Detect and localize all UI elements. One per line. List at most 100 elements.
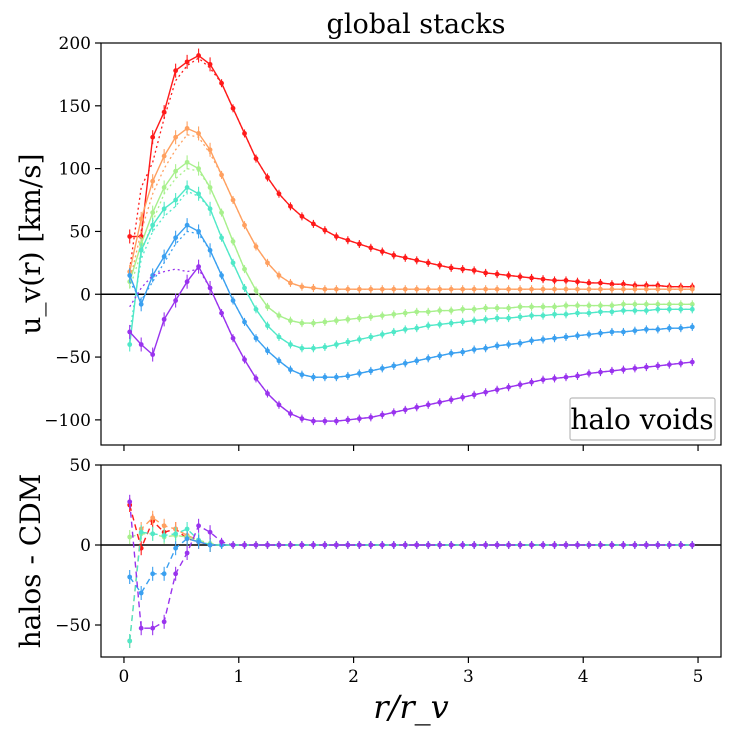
top-point-blue (414, 358, 420, 364)
bottom-point-purple (448, 542, 454, 548)
top-point-blue (586, 332, 592, 337)
top-point-red (391, 252, 397, 258)
top-point-green (184, 159, 190, 165)
top-point-cyan (311, 345, 316, 351)
top-point-green (563, 303, 569, 308)
top-point-cyan (368, 334, 374, 340)
top-point-green (460, 306, 466, 312)
top-point-red (230, 105, 236, 111)
top-point-green (322, 319, 328, 325)
top-point-green (655, 301, 661, 307)
top-series-orange (129, 127, 693, 290)
top-point-orange (311, 285, 316, 291)
top-point-blue (356, 370, 362, 376)
bottom-point-cyan (173, 531, 179, 537)
top-point-blue (127, 273, 133, 278)
bottom-point-purple (563, 542, 569, 548)
top-point-green (643, 301, 649, 307)
top-point-purple (494, 387, 500, 393)
top-series-purple-dotted (129, 268, 693, 422)
top-y-tick-label: 50 (69, 222, 91, 242)
annotation-text: halo voids (570, 403, 713, 436)
bottom-plot-frame (100, 464, 722, 658)
top-point-orange (356, 286, 362, 292)
top-point-red (253, 156, 259, 161)
top-point-cyan (150, 222, 156, 228)
top-point-cyan (333, 342, 339, 347)
bottom-point-purple (265, 542, 270, 548)
bottom-point-cyan (138, 529, 144, 535)
top-point-orange (425, 286, 431, 292)
top-point-blue (230, 298, 236, 303)
top-point-cyan (230, 260, 236, 266)
top-point-green (517, 304, 523, 310)
top-point-orange (184, 126, 190, 131)
top-point-blue (368, 368, 374, 374)
top-point-purple (379, 412, 385, 418)
bottom-point-purple (575, 542, 580, 548)
top-point-orange (437, 286, 443, 292)
bottom-x-tick-label: 4 (578, 667, 589, 687)
top-point-cyan (655, 306, 661, 312)
top-point-orange (230, 197, 236, 203)
bottom-x-tick-label: 3 (463, 667, 474, 687)
bottom-point-orange (150, 515, 156, 521)
bottom-series-group (127, 494, 695, 648)
top-point-purple (345, 417, 351, 423)
top-point-blue (150, 273, 156, 278)
bottom-point-purple (368, 542, 374, 548)
bottom-point-purple (609, 542, 615, 548)
top-point-blue (138, 301, 144, 307)
bottom-point-purple (425, 542, 431, 548)
top-x-ticks (123, 445, 699, 451)
top-point-red (598, 280, 603, 286)
bottom-point-purple (471, 542, 477, 548)
top-point-purple (276, 402, 282, 408)
top-point-cyan (161, 206, 167, 212)
top-point-red (173, 68, 179, 74)
top-point-orange (460, 286, 466, 292)
top-point-blue (299, 372, 305, 378)
top-point-cyan (127, 342, 133, 347)
top-point-cyan (196, 191, 201, 197)
top-point-red (586, 280, 592, 286)
top-point-purple (425, 402, 431, 408)
top-y-tick-label: −50 (55, 348, 91, 368)
top-point-red (207, 61, 213, 67)
top-point-blue (621, 329, 626, 335)
top-point-red (540, 276, 546, 282)
bottom-point-green (127, 534, 133, 540)
top-point-cyan (265, 323, 270, 329)
top-point-red (311, 221, 316, 227)
bottom-point-blue (196, 539, 201, 545)
top-point-red (150, 134, 156, 140)
top-point-green (506, 305, 511, 311)
top-point-orange (678, 286, 684, 292)
top-point-blue (437, 353, 443, 359)
top-point-orange (391, 286, 397, 292)
top-point-blue (666, 325, 672, 331)
top-point-orange (402, 286, 408, 292)
bottom-point-purple (311, 542, 316, 548)
top-point-green (529, 304, 534, 310)
bottom-point-purple (655, 542, 661, 548)
top-point-purple (460, 394, 466, 400)
top-point-cyan (448, 320, 454, 326)
bottom-point-purple (517, 542, 523, 548)
top-point-cyan (552, 311, 557, 317)
top-point-red (196, 53, 201, 58)
top-point-blue (161, 254, 167, 259)
top-point-cyan (207, 206, 213, 212)
top-point-blue (207, 247, 213, 253)
bottom-point-blue (161, 571, 167, 577)
bottom-x-tick-label: 0 (119, 667, 130, 687)
top-point-purple (196, 264, 201, 270)
top-point-purple (678, 360, 684, 366)
top-point-orange (471, 286, 477, 292)
top-point-cyan (288, 342, 293, 347)
top-point-green (150, 210, 156, 215)
top-point-green (540, 304, 546, 310)
top-point-purple (127, 329, 133, 335)
top-point-orange (598, 286, 603, 292)
